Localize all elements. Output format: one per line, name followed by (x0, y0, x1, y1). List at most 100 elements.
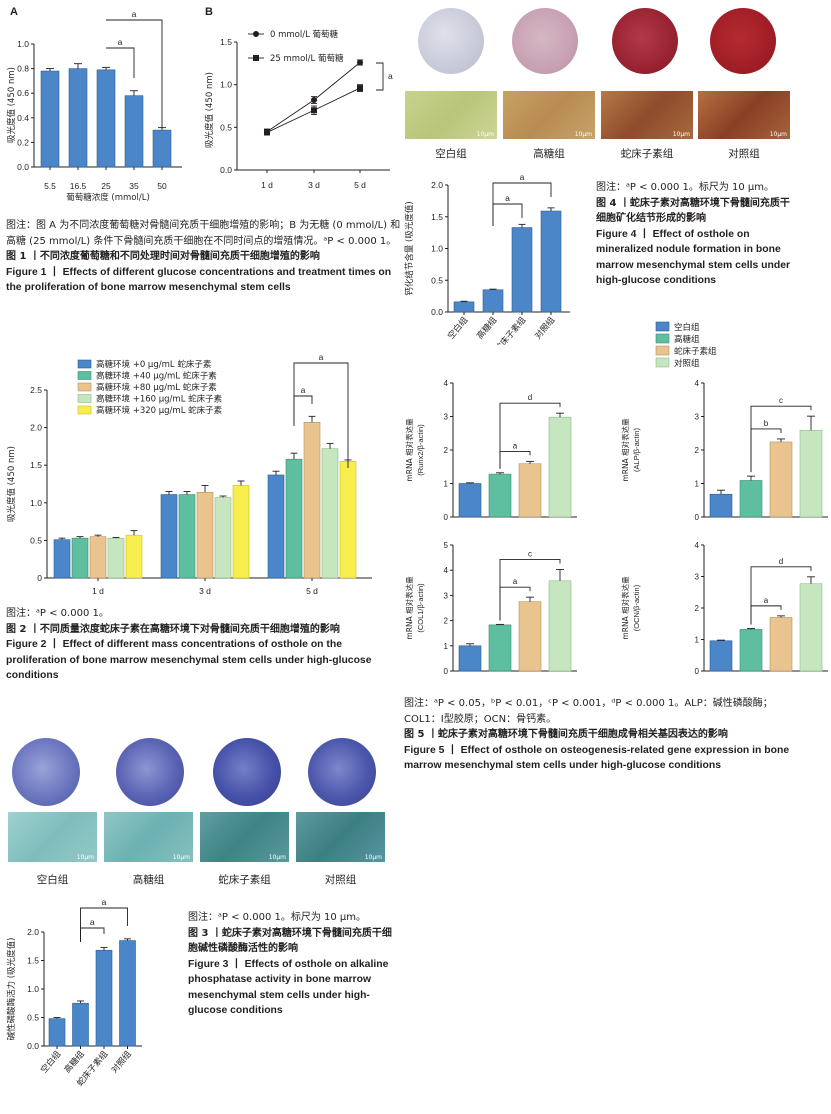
fig5-caption: 图注：ᵃP < 0.05，ᵇP < 0.01，ᶜP < 0.001，ᵈP < 0… (404, 696, 794, 774)
fig3-dish-osthole (213, 738, 281, 806)
fig4-title-zh: 图 4 丨蛇床子素对高糖环境下骨髓间充质干细胞矿化结节形成的影响 (596, 197, 790, 225)
fig2-y-tick-label: 0.5 (30, 535, 42, 545)
fig5-col1-y-tick-label: 5 (444, 541, 449, 550)
fig1b-x-tick-label: 3 d (308, 180, 320, 190)
fig2-chart: 0 0.5 1.0 1.5 2.0 2.5 吸光度值 (450 nm) 1 d 3 d 5 d 高糖… (6, 352, 372, 596)
fig2-y-tick-label: 1.0 (30, 498, 42, 508)
fig1b-point (311, 107, 317, 114)
fig4-label-highglucose: 高糖组 (533, 148, 565, 160)
fig5-legend-label: 蛇床子素组 (674, 346, 717, 357)
fig2-y-tick-label: 1.5 (30, 460, 42, 470)
fig5-ocn-bar (799, 583, 823, 672)
fig5-alp-sig-bracket (750, 405, 812, 473)
fig1b-y-axis-label: 吸光度值 (450 nm) (204, 72, 215, 148)
fig4-sig-bracket (492, 203, 523, 226)
fig1a-x-tick-label: 5.5 (44, 181, 56, 191)
fig5-legend-swatch (655, 321, 670, 332)
fig5-ocn-sig-label: d (779, 557, 783, 566)
fig2-sig-label: a (301, 385, 306, 395)
fig2-y-tick-label: 0 (37, 573, 42, 583)
fig5-alp-y-tick-label: 2 (695, 446, 700, 455)
fig2-caption: 图注：ᵃP < 0.000 1。 图 2 丨不同质量浓度蛇床子素在高糖环境下对骨… (6, 606, 398, 684)
fig5-runx2-y-tick-label: 3 (444, 413, 449, 422)
fig1a-y-tick-label: 0.0 (17, 162, 29, 172)
fig5-ocn-bar (709, 640, 733, 672)
fig5-ocn-y-tick-label: 3 (695, 573, 700, 582)
fig3-y-tick-label: 0.5 (27, 1013, 39, 1023)
fig4-y-tick-label: 1.0 (431, 244, 443, 254)
fig5-runx2-y-tick-label: 0 (444, 513, 449, 522)
fig4-micro-osthole: 10μm (601, 91, 693, 139)
fig2-bar (303, 422, 321, 579)
fig2-legend-swatch (77, 371, 92, 380)
fig2-title-en: Figure 2 丨 Effect of different mass conc… (6, 639, 372, 681)
fig5-col1-y-axis-label: mRNA 相对表达量 (404, 576, 414, 640)
fig1a-bar (40, 70, 60, 168)
fig5-col1-y-tick-label: 1 (444, 642, 449, 651)
fig2-bar (285, 458, 303, 579)
fig3-caption: 图注：ᵃP < 0.000 1。标尺为 10 μm。 图 3 丨蛇床子素对高糖环… (188, 910, 393, 1019)
fig4-chart: 0.00.51.01.52.0钙化结节含量 (吸光度值)空白组 高糖组蛇床子素组对… (404, 172, 570, 345)
fig3-y-tick-label: 0.0 (27, 1041, 39, 1051)
fig1a-x-tick-label: 50 (157, 181, 167, 191)
fig1a-y-tick-label: 0.2 (17, 137, 29, 147)
fig1b-legend-marker (253, 55, 259, 61)
fig2-bar (232, 485, 250, 579)
fig2-legend-label: 高糖环境 +80 μg/mL 蛇床子素 (96, 382, 217, 393)
fig5-legend-swatch (655, 357, 670, 368)
fig2-y-tick-label: 2.0 (30, 423, 42, 433)
fig5-alp-y-axis-label: mRNA 相对表达量 (620, 418, 630, 482)
fig3-sig-bracket (80, 907, 128, 942)
fig5-legend-label: 高糖组 (674, 334, 700, 345)
fig1a-y-tick-label: 0.6 (17, 88, 29, 98)
fig5-col1-y-tick-label: 4 (444, 566, 449, 575)
fig3-y-tick-label: 2.0 (27, 927, 39, 937)
fig3-bar (95, 949, 113, 1047)
fig4-micro-control: 10μm (698, 91, 790, 139)
fig5-runx2-bar (518, 463, 542, 518)
fig2-x-tick-label: 5 d (306, 586, 318, 596)
fig3-title-en: Figure 3 丨 Effects of osthole on alkalin… (188, 958, 389, 1017)
fig4-sig-bracket (492, 182, 552, 226)
fig1b-x-tick-label: 5 d (354, 180, 366, 190)
fig5-ocn-bar (739, 629, 763, 672)
fig2-bar (178, 494, 196, 579)
fig1a-y-tick-label: 1.0 (17, 39, 29, 49)
fig1b-point (357, 59, 363, 66)
fig3-dish-blank (12, 738, 80, 806)
fig3-sig-label: a (102, 897, 107, 907)
fig1b-legend-label: 0 mmol/L 葡萄糖 (270, 29, 339, 40)
fig1b-y-tick-label: 0.5 (220, 122, 232, 132)
fig5-ocn-y-axis-label: mRNA 相对表达量 (620, 576, 630, 640)
fig5-runx2-y-tick-label: 2 (444, 446, 449, 455)
fig5-runx2-sig-bracket (499, 402, 561, 469)
fig1a-sig-bracket (106, 19, 163, 128)
fig5-ocn-y-tick-label: 0 (695, 667, 700, 676)
fig3-bar (48, 1018, 66, 1047)
fig5-ocn-y-tick-label: 2 (695, 604, 700, 613)
fig1b-y-tick-label: 0.0 (220, 165, 232, 175)
fig5-ocn-bar (769, 617, 793, 672)
fig1a-y-tick-label: 0.8 (17, 64, 29, 74)
fig2-bar (214, 497, 232, 579)
fig1b-sig-label: a (388, 71, 393, 81)
fig1b-point (311, 97, 317, 104)
fig4-bar (511, 227, 533, 313)
fig1a-x-tick-label: 25 (101, 181, 111, 191)
fig5-legend-label: 对照组 (674, 358, 700, 369)
fig2-bar (107, 537, 125, 579)
fig5-alp-bar (709, 493, 733, 518)
fig4-y-tick-label: 0.5 (431, 275, 443, 285)
fig3-dish-highglucose (116, 738, 184, 806)
fig2-x-tick-label: 1 d (92, 586, 104, 596)
fig5-col1-bar (548, 580, 572, 672)
fig2-legend-label: 高糖环境 +160 μg/mL 蛇床子素 (96, 394, 223, 405)
fig5-runx2-bar (458, 483, 482, 518)
fig5-col1-y-axis-label-unit: (COL1/β-actin) (416, 583, 425, 633)
fig2-bar (267, 474, 285, 579)
fig2-bar (53, 539, 71, 579)
fig1-caption: 图注：图 A 为不同浓度葡萄糖对骨髓间充质干细胞增殖的影响；B 为无糖 (0 m… (6, 218, 402, 296)
fig5-col1-sig-bracket (499, 558, 561, 621)
fig3-label-osthole: 蛇床子素组 (218, 874, 271, 886)
fig1a-sig-label: a (132, 9, 137, 19)
